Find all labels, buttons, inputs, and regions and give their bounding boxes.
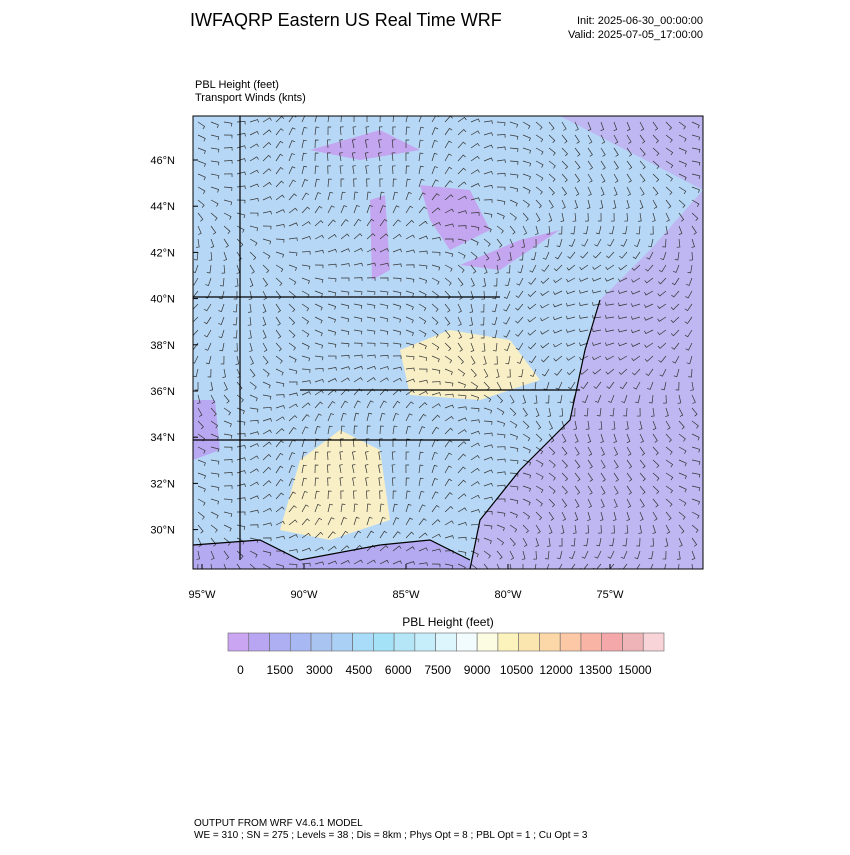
map-frame bbox=[192, 115, 704, 570]
colorbar-label: 4500 bbox=[345, 663, 372, 677]
colorbar-box bbox=[580, 632, 603, 652]
lon-tick-label: 95°W bbox=[188, 589, 216, 601]
colorbar-title: PBL Height (feet) bbox=[402, 615, 494, 629]
colorbar-box bbox=[559, 632, 582, 652]
colorbar-box bbox=[476, 632, 499, 652]
colorbar-box bbox=[352, 632, 374, 652]
colorbar-box bbox=[414, 632, 436, 652]
lon-tick-label: 90°W bbox=[290, 589, 318, 601]
colorbar-box bbox=[269, 632, 291, 652]
colorbar-label: 12000 bbox=[539, 663, 573, 677]
colorbar-label: 1500 bbox=[267, 663, 294, 677]
colorbar-box bbox=[289, 632, 312, 652]
colorbar-label: 9000 bbox=[464, 663, 491, 677]
field-label: PBL Height (feet) bbox=[195, 79, 279, 91]
colorbar-box bbox=[601, 632, 623, 652]
colorbar-box bbox=[497, 632, 519, 652]
colorbar-box bbox=[642, 632, 665, 652]
colorbar-box bbox=[248, 632, 270, 652]
colorbar-label: 13500 bbox=[579, 663, 613, 677]
colorbar-label: 10500 bbox=[500, 663, 534, 677]
valid-time: Valid: 2025-07-05_17:00:00 bbox=[568, 29, 703, 41]
lon-tick-label: 80°W bbox=[494, 589, 522, 601]
footer-line: WE = 310 ; SN = 275 ; Levels = 38 ; Dis … bbox=[194, 830, 588, 841]
colorbar-box bbox=[456, 632, 478, 652]
lat-tick-label: 42°N bbox=[150, 247, 175, 259]
lat-tick-label: 30°N bbox=[150, 525, 175, 537]
lon-tick-label: 85°W bbox=[392, 589, 420, 601]
lat-tick-label: 36°N bbox=[150, 386, 175, 398]
map bbox=[193, 116, 703, 569]
colorbar-box bbox=[622, 632, 644, 652]
colorbar-box bbox=[373, 632, 395, 652]
init-time: Init: 2025-06-30_00:00:00 bbox=[577, 15, 703, 27]
colorbar-label: 7500 bbox=[424, 663, 451, 677]
lat-tick-label: 40°N bbox=[150, 294, 175, 306]
lat-tick-label: 32°N bbox=[150, 478, 175, 490]
lat-tick-label: 46°N bbox=[150, 155, 175, 167]
lon-tick-label: 75°W bbox=[596, 589, 624, 601]
lat-tick-label: 44°N bbox=[150, 201, 175, 213]
wind-label: Transport Winds (knts) bbox=[195, 92, 306, 104]
colorbar-box bbox=[393, 632, 416, 652]
colorbar-box bbox=[518, 632, 540, 652]
colorbar-box bbox=[435, 632, 457, 652]
lat-tick-label: 38°N bbox=[150, 340, 175, 352]
colorbar-box bbox=[331, 632, 353, 652]
colorbar-label: 15000 bbox=[618, 663, 652, 677]
colorbar-label: 0 bbox=[237, 663, 244, 677]
colorbar-box bbox=[227, 632, 250, 652]
footer-line: OUTPUT FROM WRF V4.6.1 MODEL bbox=[194, 818, 363, 829]
title: IWFAQRP Eastern US Real Time WRF bbox=[190, 10, 502, 30]
colorbar-label: 3000 bbox=[306, 663, 333, 677]
colorbar-label: 6000 bbox=[385, 663, 412, 677]
lat-tick-label: 34°N bbox=[150, 432, 175, 444]
colorbar-box bbox=[310, 632, 333, 652]
colorbar-box bbox=[539, 632, 561, 652]
